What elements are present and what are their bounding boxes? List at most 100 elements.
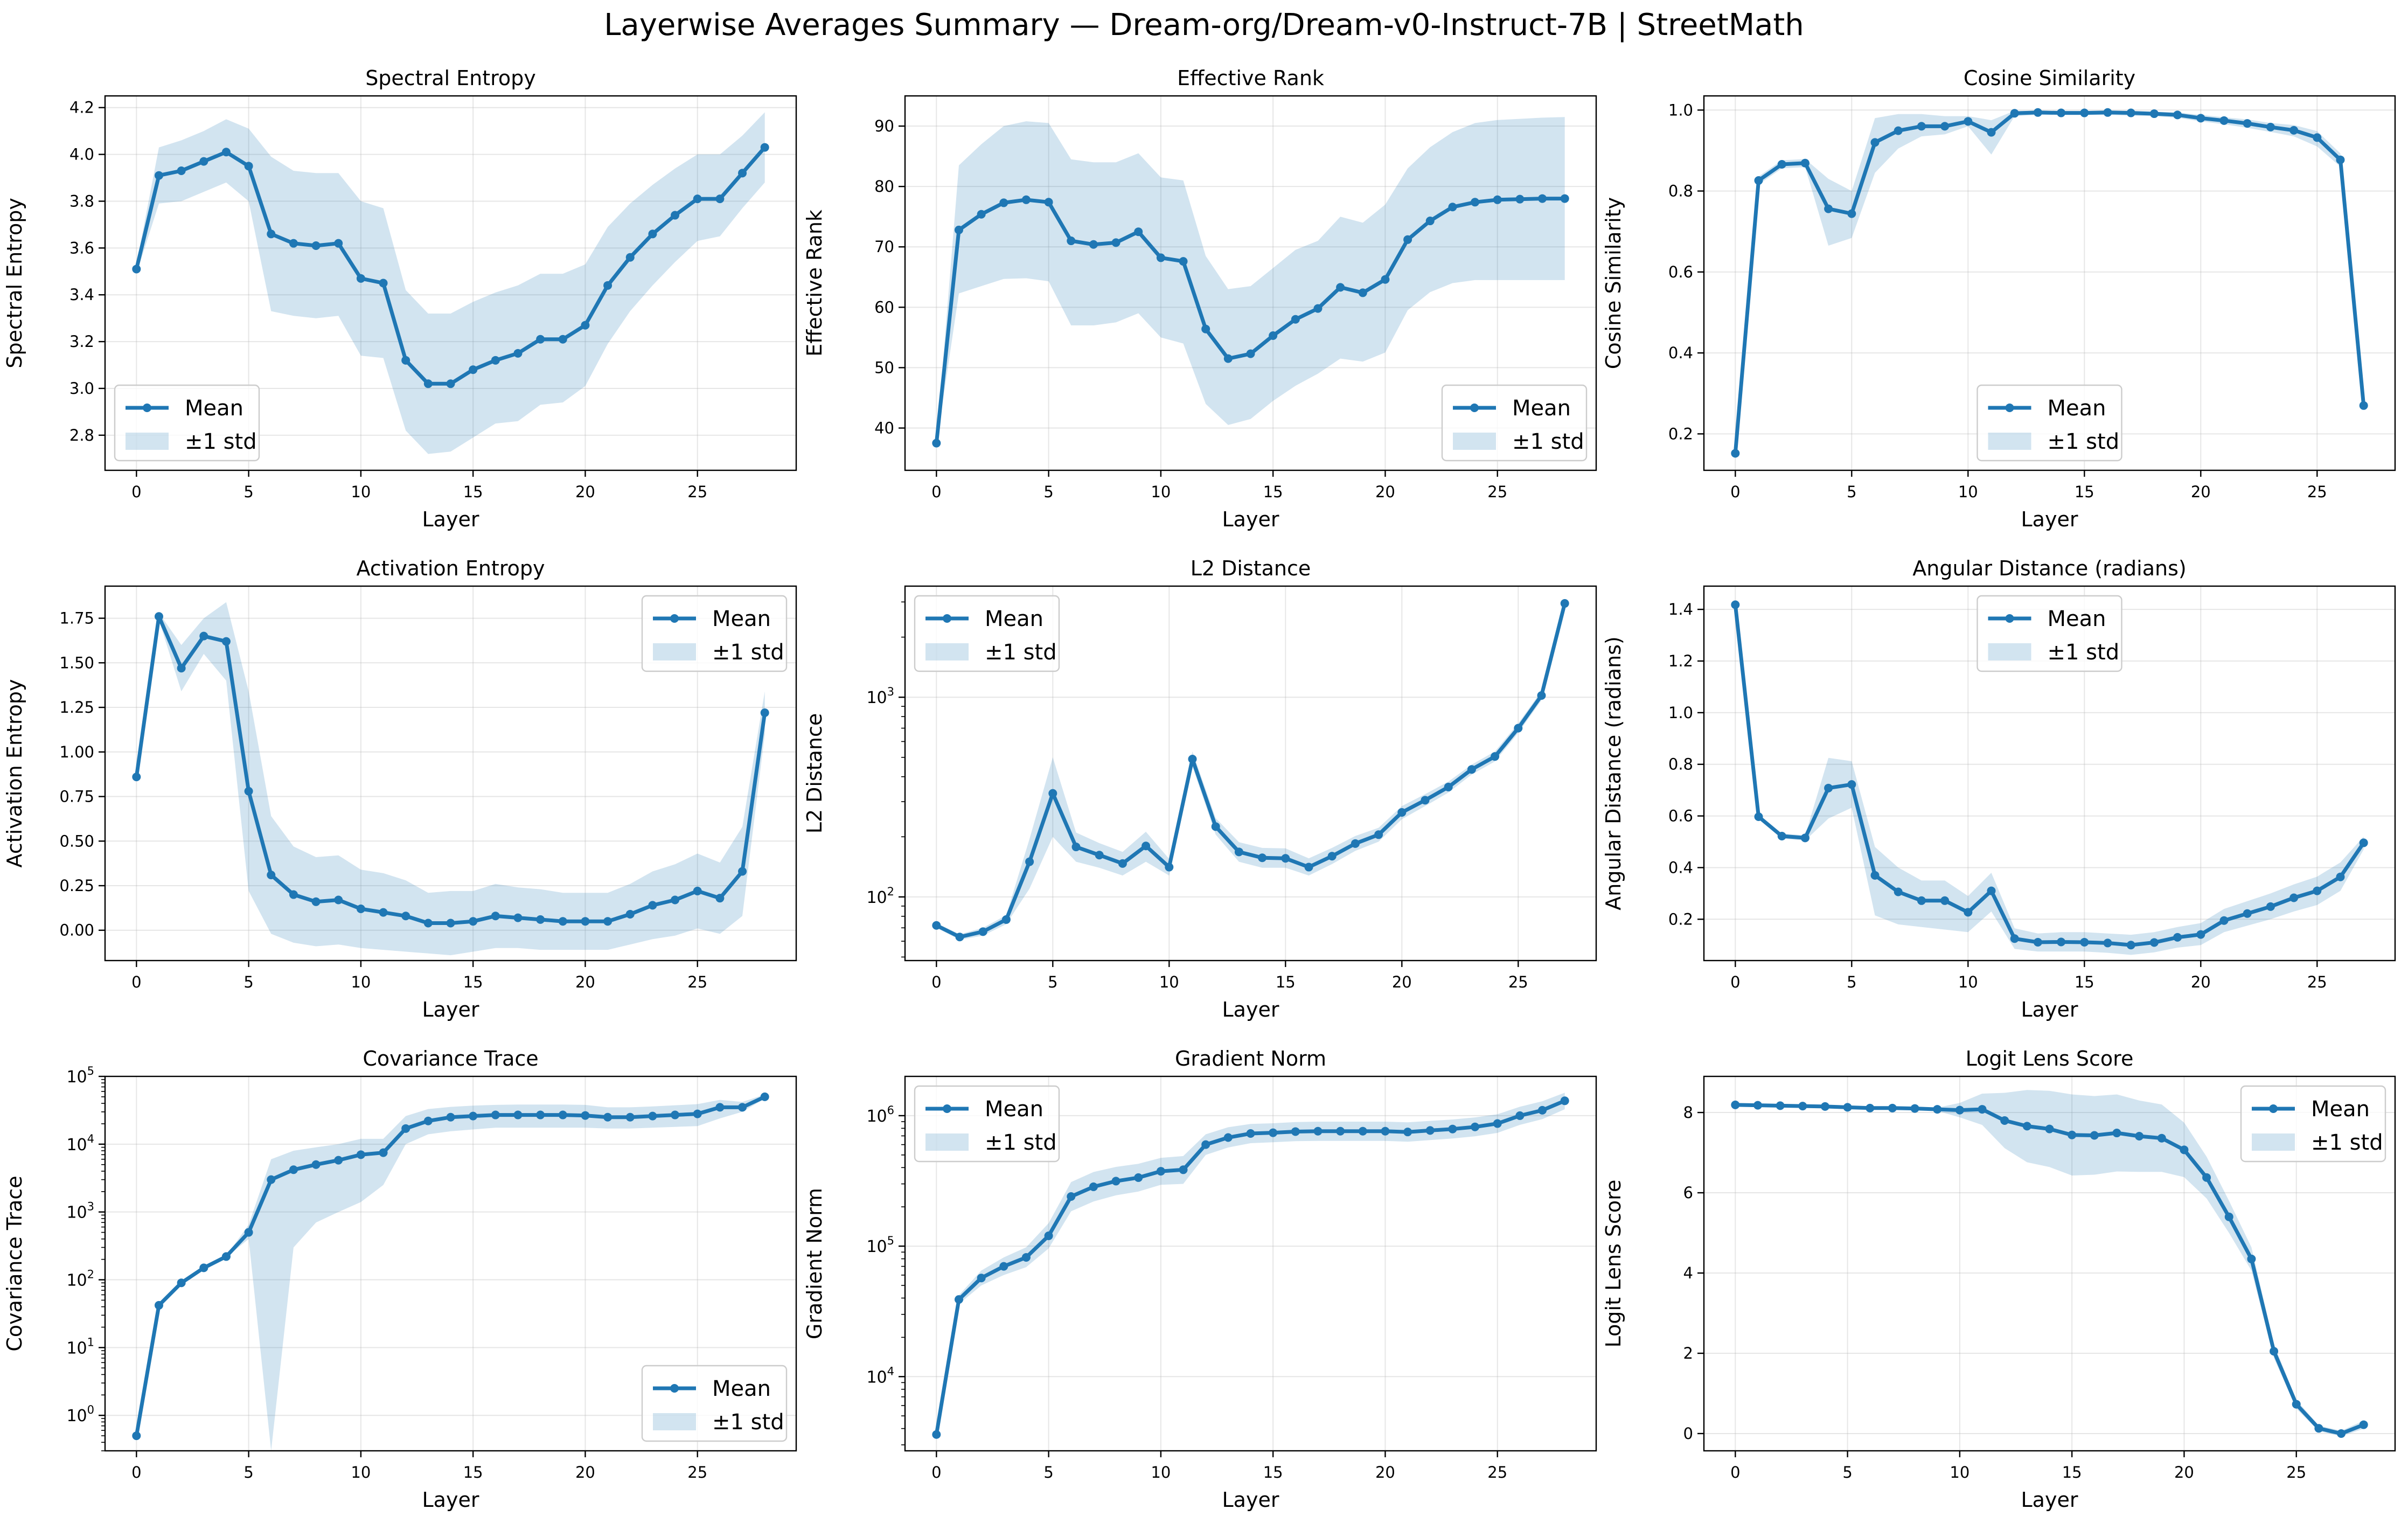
legend-mean-label: Mean [2048, 396, 2106, 421]
mean-point [1001, 915, 1011, 924]
mean-point [1444, 782, 1453, 791]
mean-point [356, 905, 365, 914]
mean-point [2224, 1212, 2233, 1221]
y-tick-label: 4.2 [69, 99, 94, 117]
y-tick-label: 0.6 [1668, 807, 1693, 825]
mean-point [1448, 1124, 1457, 1133]
legend-std-label: ±1 std [1512, 429, 1584, 454]
axes-frame [104, 585, 797, 962]
mean-point [177, 166, 186, 175]
mean-point [1223, 1133, 1233, 1142]
mean-point [1044, 198, 1053, 207]
legend-std-label: ±1 std [2311, 1130, 2383, 1155]
y-tick-label: 0.75 [59, 788, 94, 806]
x-tick-label: 15 [1263, 1463, 1283, 1482]
mean-point [199, 157, 208, 166]
mean-point [1978, 1105, 1987, 1114]
y-tick-exponent: 6 [887, 1104, 894, 1117]
y-tick-label: 1.0 [1668, 704, 1693, 722]
mean-point [289, 890, 298, 899]
mean-point [2243, 909, 2252, 918]
mean-point [1824, 783, 1833, 792]
y-tick-label: 1.4 [1668, 600, 1693, 618]
mean-point [1179, 257, 1188, 266]
mean-point [581, 917, 590, 926]
subplot-title: Logit Lens Score [1966, 1047, 2134, 1070]
y-tick-label: 3.6 [69, 239, 94, 257]
mean-point [603, 1112, 613, 1122]
mean-point [2247, 1254, 2256, 1263]
mean-point [1753, 1101, 1762, 1110]
mean-point [1246, 1129, 1255, 1138]
mean-point [2313, 886, 2322, 895]
mean-point [289, 239, 298, 248]
x-tick-label: 5 [243, 483, 253, 501]
legend-std-label: ±1 std [985, 640, 1057, 665]
x-tick-label: 10 [1151, 483, 1171, 501]
mean-point [401, 1124, 410, 1133]
mean-point [2090, 1131, 2099, 1140]
mean-point [932, 439, 941, 448]
y-tick-exponent: 3 [887, 685, 894, 698]
mean-point [154, 171, 163, 180]
mean-point [738, 867, 747, 876]
x-tick-label: 25 [1508, 973, 1528, 991]
x-tick-label: 20 [2191, 483, 2211, 501]
mean-point [2173, 110, 2182, 120]
mean-point [1776, 1101, 1785, 1110]
mean-point [1089, 240, 1098, 249]
mean-point [2149, 109, 2159, 119]
mean-point [1894, 126, 1903, 135]
y-tick-label: 4 [1683, 1264, 1693, 1282]
mean-point [1731, 600, 1740, 609]
mean-point [2270, 1347, 2279, 1356]
mean-point [1888, 1103, 1897, 1112]
y-tick-label: 1.25 [59, 698, 94, 717]
mean-point [1358, 288, 1367, 297]
mean-point [244, 1228, 253, 1237]
mean-point [2022, 1122, 2031, 1131]
axes-frame [104, 95, 797, 471]
mean-point [1987, 886, 1996, 895]
x-tick-label: 15 [463, 1463, 483, 1482]
subplot-1: 0 5 10 15 20 25 2.8 3.0 3.2 3.4 3.6 3.8 4.0 4.2 Spectr… [3, 66, 797, 531]
mean-point [1111, 238, 1121, 247]
axes-frame [104, 1075, 797, 1452]
mean-point [513, 349, 523, 358]
x-axis-label: Layer [2021, 1488, 2078, 1512]
mean-point [536, 335, 545, 344]
mean-point [1246, 349, 1255, 358]
std-band [136, 1094, 765, 1451]
legend: Mean ±1 std [641, 1365, 788, 1442]
mean-point [1336, 1126, 1345, 1136]
y-tick-label: 0.00 [59, 921, 94, 940]
y-tick-label: 0.2 [1668, 910, 1693, 928]
mean-point [244, 162, 253, 171]
mean-point [1537, 691, 1546, 700]
subplot-title: Angular Distance (radians) [1912, 557, 2186, 580]
y-tick-label: 0.6 [1668, 263, 1693, 281]
mean-point [1095, 851, 1104, 860]
mean-point [625, 1112, 635, 1122]
mean-point [2157, 1133, 2166, 1143]
legend: Mean ±1 std [914, 1085, 1060, 1163]
mean-point [154, 612, 163, 621]
mean-point [2057, 937, 2066, 947]
x-tick-label: 15 [463, 973, 483, 991]
legend-mean-marker [1470, 404, 1479, 412]
mean-point [760, 1092, 769, 1101]
mean-point [2336, 155, 2345, 164]
legend-mean-label: Mean [712, 607, 771, 631]
y-tick-label: 3.8 [69, 192, 94, 210]
mean-point [154, 1300, 163, 1310]
legend-std-label: ±1 std [712, 1410, 784, 1435]
mean-point [581, 321, 590, 330]
y-tick-label: 40 [874, 419, 894, 437]
y-tick-label: 0.25 [59, 877, 94, 895]
y-tick-exponent: 3 [87, 1200, 94, 1213]
mean-point [356, 1150, 365, 1159]
mean-point [625, 909, 635, 919]
legend: Mean ±1 std [641, 595, 788, 672]
y-tick-label: 102 [866, 885, 894, 907]
mean-point [693, 1109, 702, 1118]
